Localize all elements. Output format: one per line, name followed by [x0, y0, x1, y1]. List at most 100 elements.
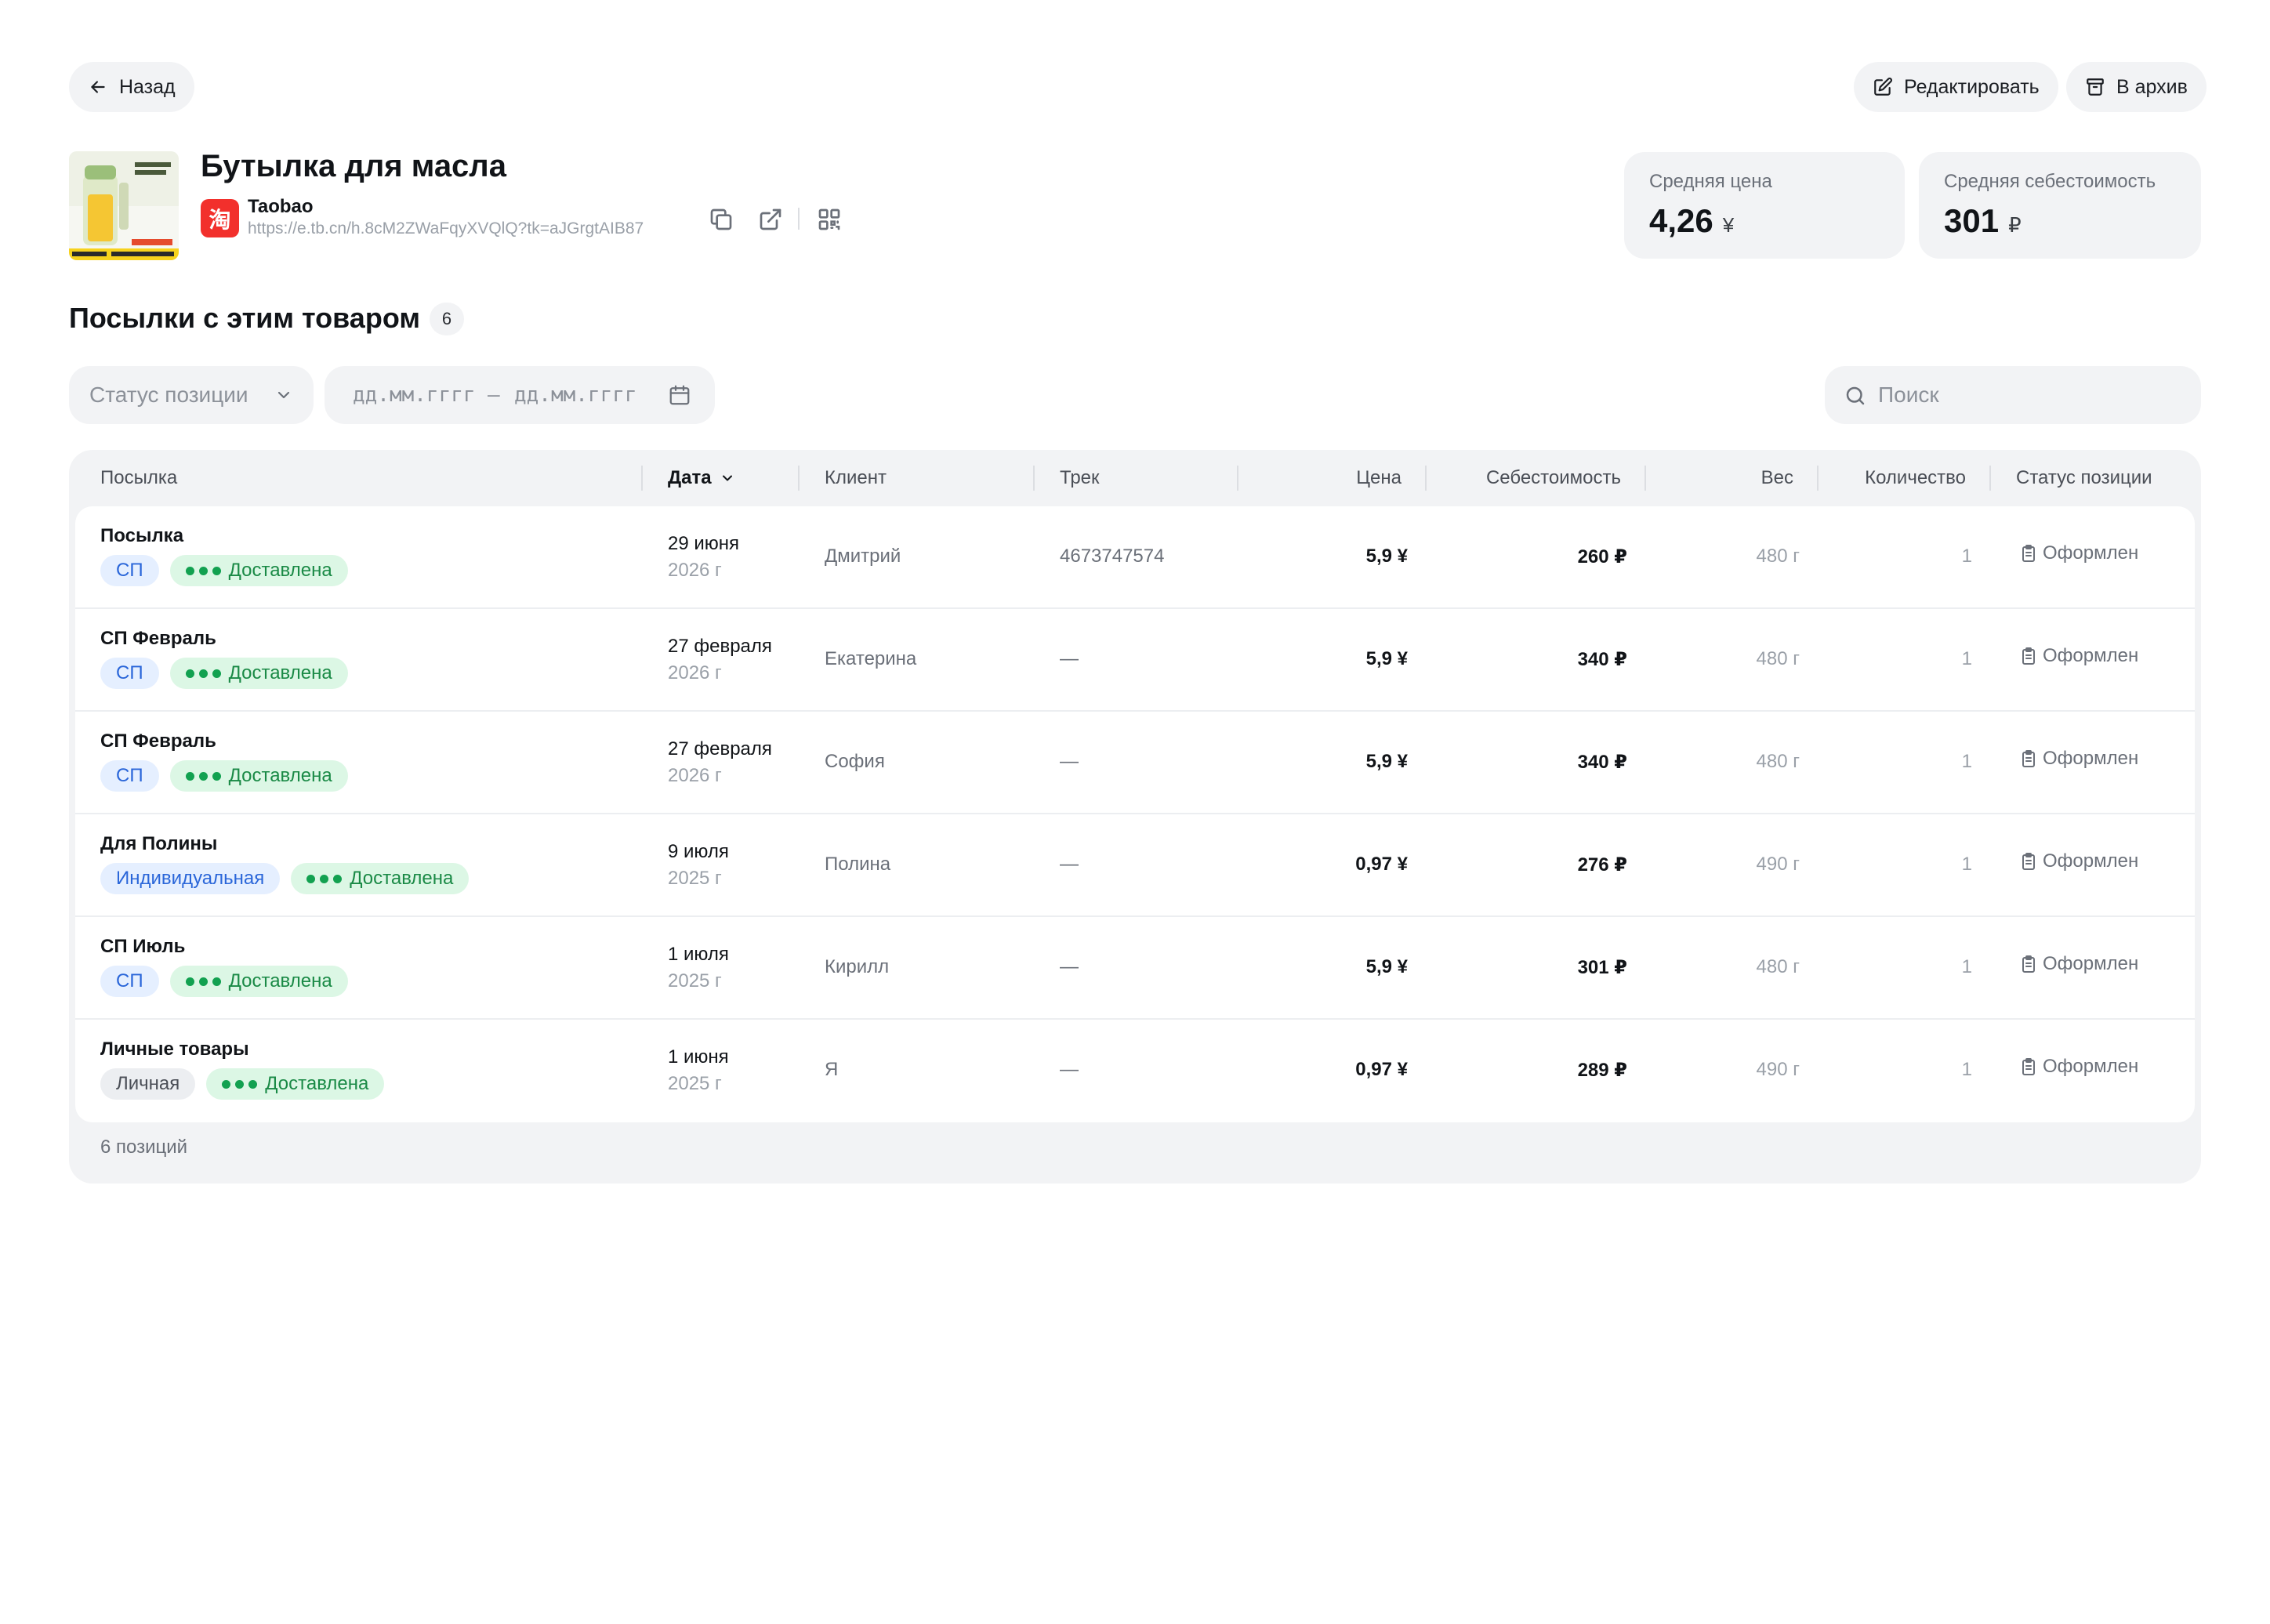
price-value: 0,97 ¥: [1355, 1059, 1408, 1080]
qr-code-icon[interactable]: [817, 207, 842, 232]
parcel-name[interactable]: Личные товары: [100, 1039, 249, 1060]
date-from-input[interactable]: дд.мм.гггг: [353, 383, 476, 407]
cost-value: 260 ₽: [1577, 546, 1627, 567]
col-track[interactable]: Трек: [1060, 467, 1100, 488]
parcel-name[interactable]: СП Февраль: [100, 730, 216, 752]
parcel-tags: СП Доставлена: [100, 760, 348, 792]
col-client[interactable]: Клиент: [825, 467, 887, 488]
status-filter-select[interactable]: Статус позиции: [69, 366, 314, 424]
clipboard-icon: [2022, 955, 2035, 973]
client-name: Екатерина: [825, 648, 917, 669]
archive-button[interactable]: В архив: [2066, 62, 2207, 112]
position-status[interactable]: Оформлен: [2019, 1056, 2138, 1078]
col-price[interactable]: Цена: [1356, 467, 1402, 488]
col-status[interactable]: Статус позиции: [2016, 467, 2152, 488]
parcel-type-badge: СП: [100, 658, 159, 689]
avg-cost-label: Средняя себестоимость: [1944, 171, 2156, 192]
table-row[interactable]: Личные товары Личная Доставлена 1 июня 2025 …: [75, 1020, 2195, 1122]
parcel-tags: Личная Доставлена: [100, 1068, 385, 1100]
col-qty[interactable]: Количество: [1865, 467, 1966, 488]
date-separator: –: [488, 383, 500, 407]
delivery-status-badge: Доставлена: [206, 1068, 385, 1100]
yuan-currency: ¥: [1722, 213, 1735, 237]
table-row[interactable]: СП Февраль СП Доставлена 27 февраля 2026 г Ек…: [75, 609, 2195, 712]
parcel-type-badge: Индивидуальная: [100, 863, 281, 894]
position-status-label: Оформлен: [2043, 1056, 2139, 1077]
position-status[interactable]: Оформлен: [2019, 953, 2138, 975]
date-to-input[interactable]: дд.мм.гггг: [514, 383, 637, 407]
section-title: Посылки с этим товаром: [69, 302, 420, 334]
progress-dots-icon: [222, 1079, 258, 1089]
status-filter-placeholder: Статус позиции: [89, 382, 248, 407]
progress-dots-icon: [306, 874, 343, 883]
col-date-sortable[interactable]: Дата: [668, 450, 735, 506]
parcel-name[interactable]: СП Июль: [100, 936, 186, 957]
cost-value: 340 ₽: [1577, 752, 1627, 773]
table-row[interactable]: Посылка СП Доставлена 29 июня 2026 г Дмитрий 4…: [75, 506, 2195, 609]
quantity-value: 1: [1961, 751, 1972, 772]
table-header: Посылка Дата Клиент Трек Цена Себестоимо…: [69, 450, 2201, 506]
clipboard-icon: [2022, 750, 2035, 767]
search-input[interactable]: Поиск: [1825, 366, 2201, 424]
client-name: Я: [825, 1059, 839, 1080]
weight-value: 480 г: [1756, 546, 1800, 567]
shop-name: Taobao: [248, 196, 314, 217]
parcel-name[interactable]: Посылка: [100, 525, 184, 546]
date-day: 1 июля: [668, 944, 729, 965]
parcel-name[interactable]: СП Февраль: [100, 628, 216, 649]
position-status[interactable]: Оформлен: [2019, 850, 2138, 872]
date-year: 2025 г: [668, 970, 722, 991]
parcel-type-badge: СП: [100, 966, 159, 997]
parcel-name[interactable]: Для Полины: [100, 833, 218, 854]
chevron-down-icon: [277, 391, 290, 399]
product-link[interactable]: https://e.tb.cn/h.8cM2ZWaFqyXVQlQ?tk=aJG…: [248, 219, 644, 237]
quantity-value: 1: [1961, 648, 1972, 669]
action-divider: [798, 208, 800, 230]
delivery-status-badge: Доставлена: [291, 863, 470, 894]
col-divider: [641, 466, 643, 491]
date-year: 2025 г: [668, 1073, 722, 1094]
col-divider: [1425, 466, 1427, 491]
col-date: Дата: [668, 467, 712, 488]
table-row[interactable]: Для Полины Индивидуальная Доставлена 9 июля…: [75, 814, 2195, 917]
price-value: 5,9 ¥: [1365, 546, 1408, 567]
date-range-filter[interactable]: дд.мм.гггг – дд.мм.гггг: [325, 366, 715, 424]
col-weight[interactable]: Вес: [1761, 467, 1793, 488]
date-day: 29 июня: [668, 533, 740, 554]
quantity-value: 1: [1961, 854, 1972, 875]
position-status-label: Оформлен: [2043, 542, 2139, 564]
track-number: —: [1060, 1059, 1079, 1080]
date-day: 27 февраля: [668, 636, 772, 657]
col-cost[interactable]: Себестоимость: [1485, 467, 1621, 488]
col-parcel[interactable]: Посылка: [100, 467, 178, 488]
external-link-icon[interactable]: [758, 207, 783, 232]
parcels-table: Посылка Дата Клиент Трек Цена Себестоимо…: [69, 450, 2201, 1184]
avg-price-card: Средняя цена 4,26 ¥: [1624, 152, 1905, 259]
table-row[interactable]: СП Июль СП Доставлена 1 июля 2025 г Кирилл — 5,…: [75, 917, 2195, 1020]
progress-dots-icon: [185, 669, 221, 678]
search-placeholder: Поиск: [1878, 382, 1939, 407]
quantity-value: 1: [1961, 1059, 1972, 1080]
position-status[interactable]: Оформлен: [2019, 645, 2138, 667]
back-button[interactable]: Назад: [69, 62, 194, 112]
parcel-type-badge: СП: [100, 760, 159, 792]
product-image: [69, 151, 179, 260]
date-day: 27 февраля: [668, 738, 772, 759]
position-status[interactable]: Оформлен: [2019, 748, 2138, 770]
position-status-label: Оформлен: [2043, 645, 2139, 666]
price-value: 5,9 ¥: [1365, 648, 1408, 669]
delivery-status-label: Доставлена: [350, 868, 454, 889]
col-divider: [1989, 466, 1991, 491]
table-row[interactable]: СП Февраль СП Доставлена 27 февраля 2026 г Со…: [75, 712, 2195, 814]
copy-icon[interactable]: [709, 207, 734, 232]
position-status[interactable]: Оформлен: [2019, 542, 2138, 564]
calendar-icon[interactable]: [668, 383, 691, 407]
delivery-status-badge: Доставлена: [169, 555, 348, 586]
client-name: Дмитрий: [825, 546, 901, 567]
quantity-value: 1: [1961, 546, 1972, 567]
price-value: 5,9 ¥: [1365, 956, 1408, 977]
col-divider: [1644, 466, 1646, 491]
edit-button[interactable]: Редактировать: [1854, 62, 2058, 112]
delivery-status-label: Доставлена: [228, 662, 332, 683]
col-divider: [1033, 466, 1035, 491]
